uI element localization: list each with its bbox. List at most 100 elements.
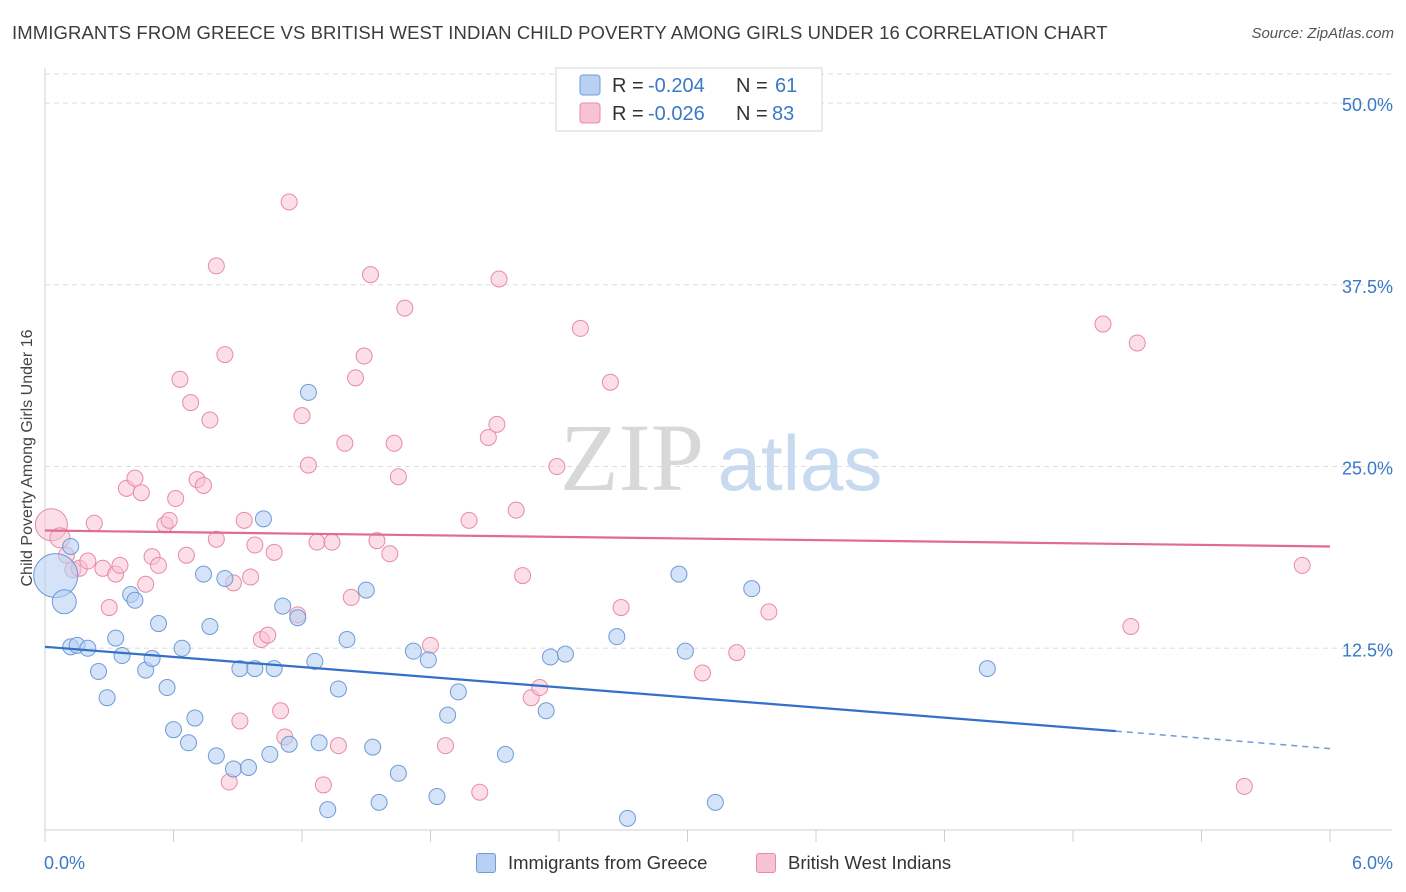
bwi-point [342, 588, 360, 606]
bwi-point [323, 533, 341, 551]
bwi-point [308, 533, 326, 551]
greece-point [207, 747, 225, 765]
bwi-point [259, 626, 277, 644]
chart-title: IMMIGRANTS FROM GREECE VS BRITISH WEST I… [12, 22, 1108, 43]
bwi-point [235, 511, 253, 529]
bwi-point [507, 501, 525, 519]
greece-point [329, 680, 347, 698]
bwi-point [355, 347, 373, 365]
bwi-point [490, 270, 508, 288]
greece-point [319, 801, 337, 819]
greece-point [126, 591, 144, 609]
greece-point [496, 745, 514, 763]
bwi-point [265, 543, 283, 561]
bwi-trend-line [44, 529, 1331, 548]
bwi-point [488, 415, 506, 433]
legend-n-label-bwi: N = [736, 103, 773, 125]
bottom-legend-label-greece: Immigrants from Greece [508, 852, 708, 873]
x-tick-label-max: 6.0% [1352, 853, 1393, 873]
greece-point [670, 565, 688, 583]
legend-n-value-bwi: 83 [772, 103, 794, 125]
bwi-point [362, 266, 380, 284]
correlation-legend: R = -0.204 N = 61 R = -0.026 N = 83 [555, 67, 823, 132]
bwi-point [368, 532, 386, 550]
bwi-point [150, 556, 168, 574]
grid-lines [45, 73, 1392, 649]
legend-r-label-bwi: R = [612, 103, 649, 125]
watermark-zip: ZIP [560, 404, 704, 511]
greece-trend-line [44, 645, 1116, 733]
trend-lines [44, 529, 1331, 750]
greece-point [239, 758, 257, 776]
greece-point [62, 538, 80, 555]
bwi-point [126, 469, 144, 487]
greece-point [143, 649, 161, 667]
greece-trend-extension [1115, 730, 1331, 750]
tick-labels: 12.5% 25.0% 37.5% 50.0% 0.0% 6.0% [44, 95, 1393, 873]
greece-point [428, 788, 446, 806]
greece-point [98, 689, 116, 707]
svg-text:R = -0.026 N =: R = -0.026 N = 83 [612, 103, 794, 125]
bwi-point [381, 545, 399, 563]
bwi-point [314, 776, 332, 794]
bwi-point [728, 644, 746, 662]
y-tick-label: 25.0% [1342, 459, 1393, 479]
bottom-legend-swatch-bwi [756, 853, 776, 873]
bwi-point [201, 411, 219, 429]
greece-point [357, 581, 375, 599]
bwi-point [514, 567, 532, 585]
greece-point [224, 760, 242, 778]
bwi-point [1122, 617, 1140, 635]
bwi-point [160, 511, 178, 529]
bwi-point [601, 373, 619, 391]
bwi-point [336, 434, 354, 452]
bwi-point [85, 514, 103, 532]
bwi-point [571, 319, 589, 337]
greece-point [216, 569, 234, 587]
bwi-point [347, 369, 365, 387]
bwi-point [177, 546, 195, 564]
greece-point [978, 660, 996, 678]
greece-point [537, 702, 555, 720]
bwi-point [299, 456, 317, 474]
bwi-point [194, 476, 212, 494]
bwi-point [132, 484, 150, 502]
bottom-legend-swatch-greece [476, 853, 496, 873]
greece-point [150, 615, 168, 633]
greece-point [306, 652, 324, 670]
bottom-legend-bwi: British West Indians [756, 852, 951, 874]
greece-point [186, 709, 204, 727]
legend-n-value-greece: 61 [775, 75, 797, 97]
bwi-point [385, 434, 403, 452]
bwi-point [242, 568, 260, 586]
greece-point [33, 553, 79, 599]
legend-swatch-greece [579, 74, 601, 96]
bwi-point [100, 599, 118, 617]
y-tick-label: 50.0% [1342, 95, 1393, 115]
source-label: Source: ZipAtlas.com [1251, 25, 1394, 42]
greece-point [201, 617, 219, 635]
legend-r-value-greece: -0.204 [648, 75, 705, 97]
greece-point [364, 738, 382, 756]
bwi-point [272, 702, 290, 720]
bwi-point [1235, 777, 1253, 795]
greece-point [419, 651, 437, 669]
greece-point [404, 642, 422, 660]
bwi-point [693, 664, 711, 682]
bwi-point [79, 552, 97, 570]
greece-point [113, 647, 131, 665]
greece-point [90, 663, 108, 681]
greece-point [107, 629, 125, 647]
legend-n-label-greece: N = [736, 75, 773, 97]
bwi-point [137, 575, 155, 593]
greece-point [338, 631, 356, 649]
greece-point [179, 734, 197, 752]
greece-point [265, 660, 283, 678]
greece-point [706, 793, 724, 811]
x-tick-label-min: 0.0% [44, 853, 85, 873]
y-tick-label: 37.5% [1342, 277, 1393, 297]
greece-point [619, 809, 637, 827]
legend-swatch-bwi [579, 102, 601, 124]
legend-r-value-bwi: -0.026 [648, 103, 705, 125]
